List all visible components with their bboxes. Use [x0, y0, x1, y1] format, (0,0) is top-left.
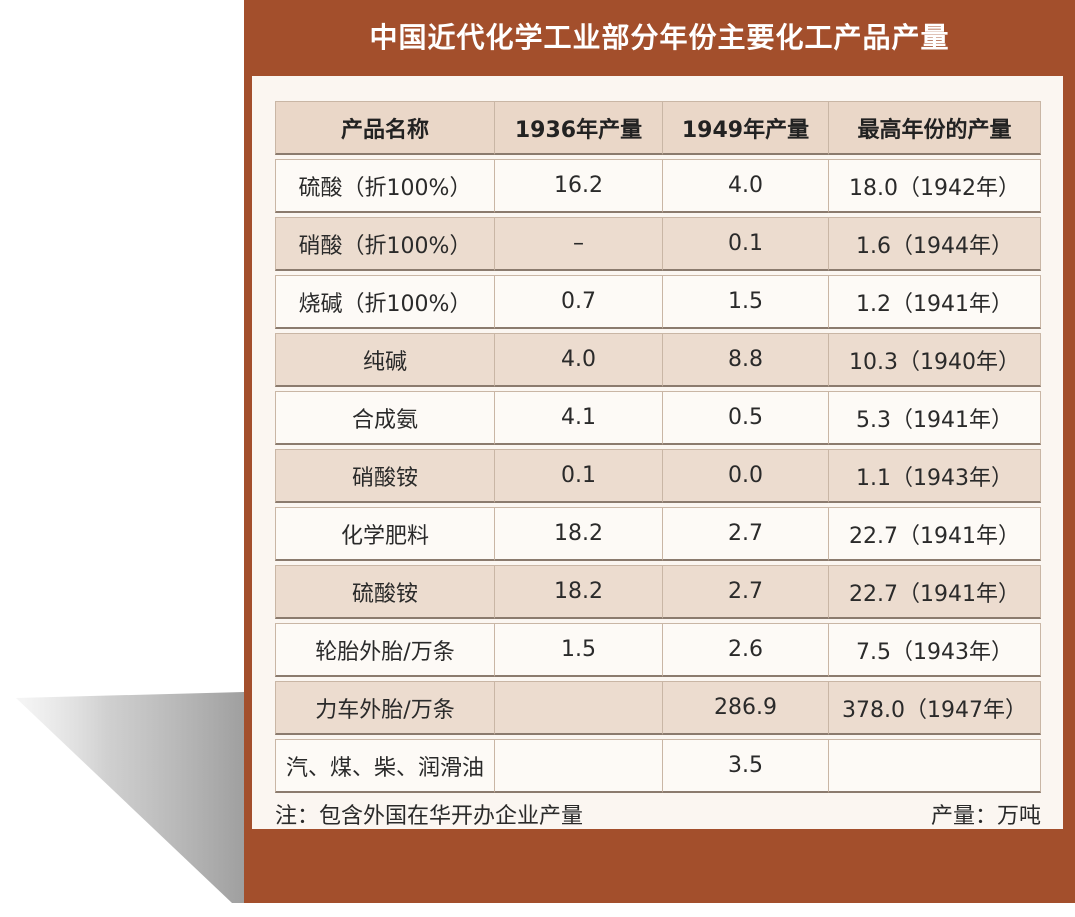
- infographic-card: 中国近代化学工业部分年份主要化工产品产量 产品名称 1936年产量 1949年产…: [244, 0, 1075, 903]
- cell-1949: 1.5: [662, 275, 828, 329]
- cell-1949: 2.7: [662, 565, 828, 619]
- table-row: 烧碱（折100%） 0.7 1.5 1.2（1941年）: [275, 275, 1041, 329]
- cell-product: 硝酸铵: [275, 449, 494, 503]
- cell-product: 硝酸（折100%）: [275, 217, 494, 271]
- cell-1949: 4.0: [662, 159, 828, 213]
- table-row: 硫酸铵 18.2 2.7 22.7（1941年）: [275, 565, 1041, 619]
- cell-1936: 18.2: [494, 507, 662, 561]
- table-row: 硫酸（折100%） 16.2 4.0 18.0（1942年）: [275, 159, 1041, 213]
- header-1936-output: 1936年产量: [494, 101, 662, 155]
- cell-product: 汽、煤、柴、润滑油: [275, 739, 494, 793]
- cell-peak: 22.7（1941年）: [828, 565, 1041, 619]
- table-row: 纯碱 4.0 8.8 10.3（1940年）: [275, 333, 1041, 387]
- cell-peak: [828, 739, 1041, 793]
- cell-1949: 0.1: [662, 217, 828, 271]
- cell-peak: 10.3（1940年）: [828, 333, 1041, 387]
- cell-1936: 4.1: [494, 391, 662, 445]
- table-row: 硝酸（折100%） – 0.1 1.6（1944年）: [275, 217, 1041, 271]
- cell-1936: 4.0: [494, 333, 662, 387]
- unit-label: 产量：万吨: [930, 804, 1041, 829]
- cell-1949: 2.7: [662, 507, 828, 561]
- cell-1949: 286.9: [662, 681, 828, 735]
- cell-product: 硫酸（折100%）: [275, 159, 494, 213]
- cell-peak: 378.0（1947年）: [828, 681, 1041, 735]
- page-title: 中国近代化学工业部分年份主要化工产品产量: [369, 21, 950, 54]
- cell-peak: 5.3（1941年）: [828, 391, 1041, 445]
- cell-1949: 2.6: [662, 623, 828, 677]
- header-product-name: 产品名称: [275, 101, 494, 155]
- cell-1936: 0.1: [494, 449, 662, 503]
- footnote: 注：包含外国在华开办企业产量: [275, 804, 584, 829]
- cell-1949: 3.5: [662, 739, 828, 793]
- cell-1949: 8.8: [662, 333, 828, 387]
- table-panel: 产品名称 1936年产量 1949年产量 最高年份的产量 硫酸（折100%） 1…: [252, 76, 1063, 829]
- table-row: 汽、煤、柴、润滑油 3.5: [275, 739, 1041, 793]
- cell-1936: –: [494, 217, 662, 271]
- table-header-row: 产品名称 1936年产量 1949年产量 最高年份的产量: [275, 101, 1041, 155]
- cell-product: 化学肥料: [275, 507, 494, 561]
- cell-peak: 7.5（1943年）: [828, 623, 1041, 677]
- header-peak-year-output: 最高年份的产量: [828, 101, 1041, 155]
- cell-1936: 16.2: [494, 159, 662, 213]
- header-1949-output: 1949年产量: [662, 101, 828, 155]
- production-table: 产品名称 1936年产量 1949年产量 最高年份的产量 硫酸（折100%） 1…: [275, 97, 1041, 797]
- cell-1936: [494, 681, 662, 735]
- cell-peak: 1.1（1943年）: [828, 449, 1041, 503]
- cell-product: 合成氨: [275, 391, 494, 445]
- cell-product: 硫酸铵: [275, 565, 494, 619]
- cell-1936: [494, 739, 662, 793]
- cell-1949: 0.5: [662, 391, 828, 445]
- table-row: 轮胎外胎/万条 1.5 2.6 7.5（1943年）: [275, 623, 1041, 677]
- cell-peak: 22.7（1941年）: [828, 507, 1041, 561]
- cell-product: 纯碱: [275, 333, 494, 387]
- cell-product: 力车外胎/万条: [275, 681, 494, 735]
- cell-1949: 0.0: [662, 449, 828, 503]
- table-row: 硝酸铵 0.1 0.0 1.1（1943年）: [275, 449, 1041, 503]
- table-row: 合成氨 4.1 0.5 5.3（1941年）: [275, 391, 1041, 445]
- table-row: 化学肥料 18.2 2.7 22.7（1941年）: [275, 507, 1041, 561]
- cell-1936: 0.7: [494, 275, 662, 329]
- cell-1936: 18.2: [494, 565, 662, 619]
- cell-peak: 1.6（1944年）: [828, 217, 1041, 271]
- table-row: 力车外胎/万条 286.9 378.0（1947年）: [275, 681, 1041, 735]
- cell-product: 烧碱（折100%）: [275, 275, 494, 329]
- cell-peak: 18.0（1942年）: [828, 159, 1041, 213]
- cell-1936: 1.5: [494, 623, 662, 677]
- cell-product: 轮胎外胎/万条: [275, 623, 494, 677]
- cell-peak: 1.2（1941年）: [828, 275, 1041, 329]
